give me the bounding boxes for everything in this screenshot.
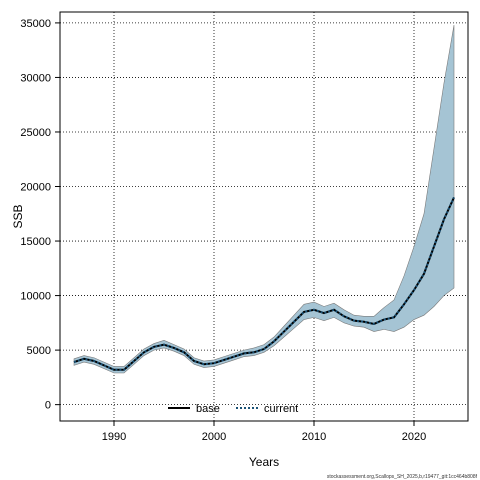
- y-axis-title: SSB: [11, 204, 25, 228]
- x-tick-label-2020: 2020: [402, 431, 426, 443]
- legend: base current: [168, 403, 298, 415]
- x-tick-label-2000: 2000: [202, 431, 226, 443]
- y-tick-label-15000: 15000: [20, 236, 51, 248]
- y-tick-label-10000: 10000: [20, 291, 51, 303]
- confidence-band: [73, 25, 455, 374]
- y-tick-label-25000: 25000: [20, 127, 51, 139]
- y-tick-label-20000: 20000: [20, 182, 51, 194]
- legend-label-base: base: [196, 403, 220, 415]
- legend-label-current: current: [264, 403, 298, 415]
- footer-text: stockassessment.org,Scallops_SH_2025,b,r…: [327, 474, 478, 480]
- y-tick-label-0: 0: [45, 400, 51, 412]
- x-tick-label-2010: 2010: [302, 431, 326, 443]
- y-tick-label-30000: 30000: [20, 72, 51, 84]
- series-line-current: [73, 196, 455, 371]
- y-tick-label-35000: 35000: [20, 18, 51, 30]
- plot-frame: [59, 11, 469, 422]
- axis-ticks: 1990 2000 2010 2020 0 5000 10000 15000 20000 2500…: [20, 18, 426, 443]
- x-axis-title: Years: [249, 455, 279, 469]
- x-tick-label-1990: 1990: [102, 431, 126, 443]
- y-tick-label-5000: 5000: [27, 345, 51, 357]
